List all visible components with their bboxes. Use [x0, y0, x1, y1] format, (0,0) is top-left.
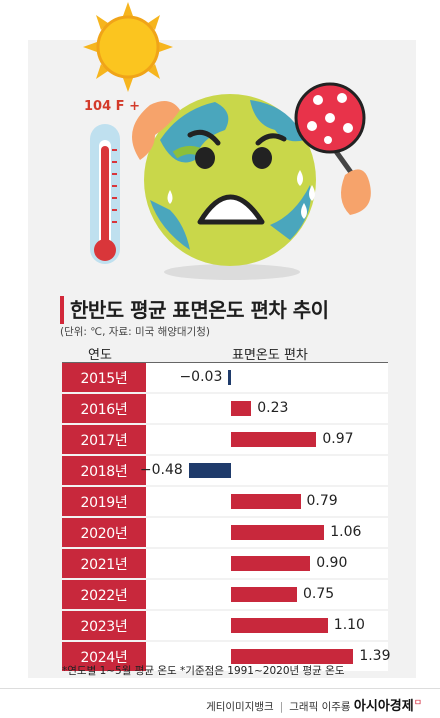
- year-label: 2015년: [62, 363, 146, 392]
- chart-title: 한반도 평균 표면온도 편차 추이: [70, 298, 329, 322]
- bar-cell: 0.97: [146, 425, 388, 454]
- graphic-credit: 그래픽 이주룡: [289, 701, 351, 713]
- table-row: 2019년 0.79: [62, 487, 388, 516]
- table-row: 2020년 1.06: [62, 518, 388, 547]
- brand-logo: 아시아경제: [353, 699, 414, 714]
- bar: [231, 525, 325, 540]
- year-label: 2016년: [62, 394, 146, 423]
- value-label: 1.39: [359, 648, 391, 664]
- year-label: 2020년: [62, 518, 146, 547]
- value-label: 0.79: [306, 493, 338, 509]
- hand-fan-icon: [294, 82, 371, 215]
- bar-cell: 1.10: [146, 611, 388, 640]
- year-label: 2017년: [62, 425, 146, 454]
- bar: [188, 463, 231, 478]
- chart-footnote: *연도별 1~5월 평균 온도 *기준점은 1991~2020년 평균 온도: [62, 665, 345, 677]
- bar: [231, 432, 317, 447]
- illustration: [83, 2, 371, 280]
- bar: [231, 556, 311, 571]
- bar: [231, 494, 301, 509]
- table-row: 2022년 0.75: [62, 580, 388, 609]
- bar-cell: 0.23: [146, 394, 388, 423]
- bar-cell: 1.39: [146, 642, 391, 671]
- source-divider: [0, 688, 440, 689]
- image-source: 게티이미지뱅크: [206, 701, 274, 713]
- table-row: 2023년 1.10: [62, 611, 388, 640]
- sweating-earth-icon: [132, 94, 316, 266]
- bar-cell: 0.79: [146, 487, 388, 516]
- table-row: 2017년 0.97: [62, 425, 388, 454]
- chart-rows: 2015년 −0.03 2016년 0.23 2017년 0.97 2018년 −0.48 20…: [62, 363, 391, 673]
- value-label: 1.10: [333, 617, 365, 633]
- year-label: 2018년: [62, 456, 146, 485]
- value-label: 0.97: [322, 431, 354, 447]
- value-label: 0.90: [316, 555, 348, 571]
- bar: [231, 618, 328, 633]
- bar-cell: 1.06: [146, 518, 388, 547]
- bar-cell: 0.75: [146, 580, 388, 609]
- value-label: 0.23: [257, 400, 289, 416]
- value-label: −0.03: [179, 369, 223, 385]
- bar-cell: −0.48: [140, 456, 388, 485]
- year-label: 2019년: [62, 487, 146, 516]
- value-label: 1.06: [330, 524, 362, 540]
- table-row: 2015년 −0.03: [62, 363, 388, 392]
- year-label: 2022년: [62, 580, 146, 609]
- temperature-label: 104 F +: [84, 99, 140, 114]
- table-row: 2016년 0.23: [62, 394, 388, 423]
- brand-mark: ㅁ: [413, 698, 422, 709]
- thermometer-icon: [90, 124, 120, 264]
- bar-cell: 0.90: [146, 549, 388, 578]
- year-label: 2024년: [62, 642, 146, 671]
- table-row: 2024년 1.39: [62, 642, 391, 671]
- year-label: 2023년: [62, 611, 146, 640]
- bar: [231, 649, 354, 664]
- value-label: 0.75: [303, 586, 335, 602]
- value-label: −0.48: [139, 462, 183, 478]
- header-divider: [62, 362, 388, 363]
- year-column-header: 연도: [88, 348, 112, 363]
- credits: 게티이미지뱅크 | 그래픽 이주룡 아시아경제ㅁ: [206, 698, 422, 715]
- bar: [231, 401, 252, 416]
- value-column-header: 표면온도 편차: [232, 348, 308, 363]
- chart-subtitle: (단위: ℃, 자료: 미국 해양대기청): [60, 326, 211, 338]
- table-row: 2018년 −0.48: [62, 456, 388, 485]
- sun-icon: [83, 2, 173, 92]
- year-label: 2021년: [62, 549, 146, 578]
- bar: [231, 587, 297, 602]
- bar: [228, 370, 231, 385]
- title-accent-bar: [60, 296, 64, 324]
- bar-cell: −0.03: [146, 363, 388, 392]
- table-row: 2021년 0.90: [62, 549, 388, 578]
